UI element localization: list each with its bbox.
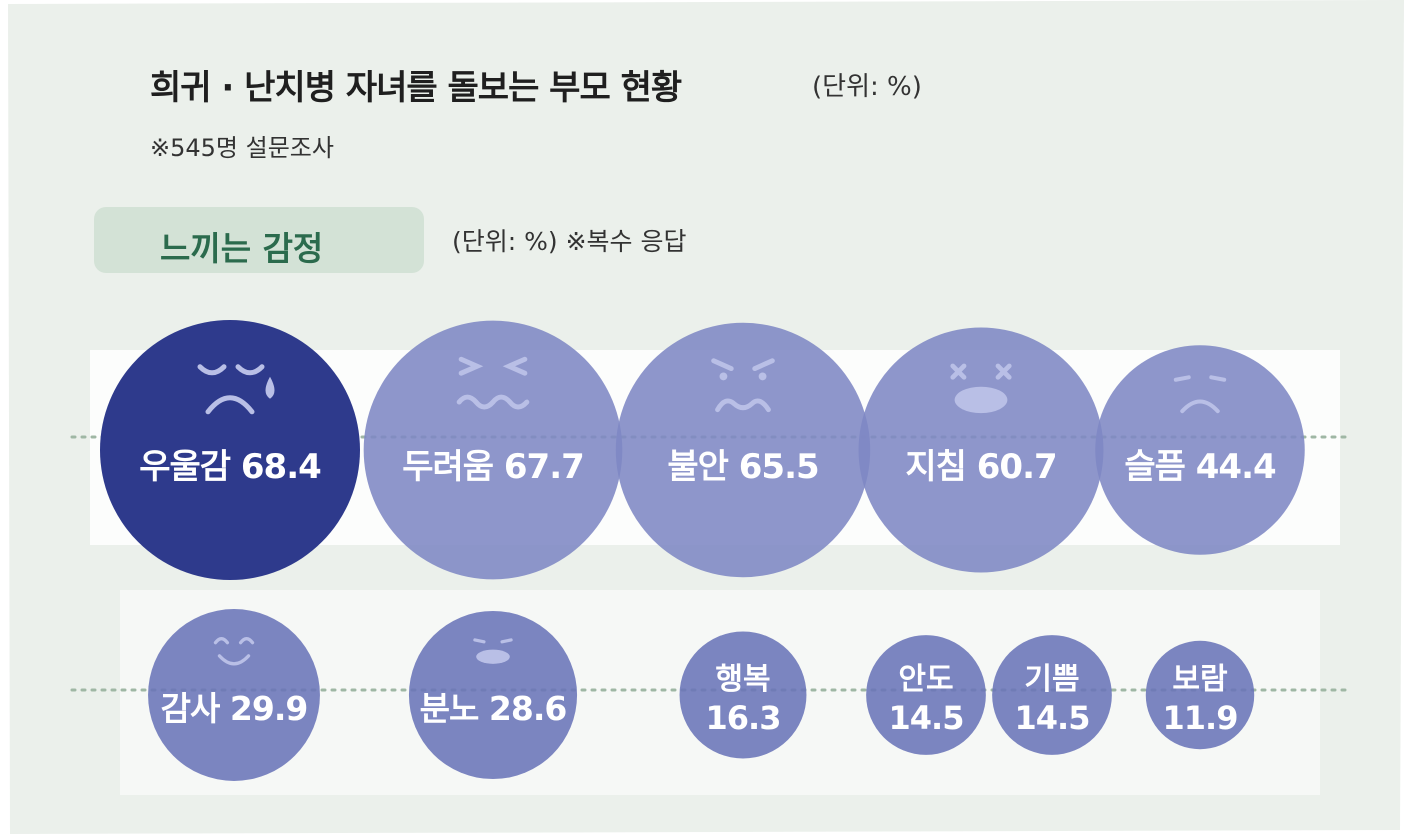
mouth-icon (205, 395, 255, 415)
brow-right-icon (752, 358, 775, 372)
bubble-분노: 분노 28.6 (408, 610, 578, 780)
bubble-circle (1145, 640, 1255, 750)
bubble-label: 감사 (161, 689, 230, 728)
survey-note: ※545명 설문조사 (150, 134, 334, 162)
brow-left-icon (473, 638, 486, 644)
bubble-value: 60.7 (977, 447, 1057, 487)
eye-left-icon (197, 364, 227, 376)
bubble-value: 14.5 (1015, 699, 1090, 737)
bubble-label-text: 두려움 67.7 (402, 447, 584, 487)
bubble-두려움: 두려움 67.7 (363, 320, 623, 580)
bubble-지침: 지침 60.7 (858, 327, 1104, 573)
bubble-circle (866, 635, 986, 755)
bubble-circle (992, 635, 1112, 755)
tear-icon (265, 376, 275, 399)
bubble-value: 44.4 (1196, 447, 1276, 487)
page-title: 희귀 · 난치병 자녀를 돌보는 부모 현황 (150, 68, 682, 108)
bubble-슬픔: 슬픔 44.4 (1095, 345, 1305, 555)
bubble-label: 분노 (420, 689, 489, 728)
bubble-label-text: 분노 28.6 (420, 689, 567, 728)
brow-left-icon (711, 358, 734, 372)
bubble-label-text: 불안 65.5 (667, 447, 818, 487)
bubble-value: 14.5 (889, 699, 964, 737)
brow-right-icon (500, 638, 513, 644)
bubble-circle (1095, 345, 1305, 555)
bubble-circle (408, 610, 578, 780)
bubble-label: 행복 (715, 662, 770, 697)
eye-left-icon (1173, 375, 1191, 382)
bubble-value: 65.5 (739, 447, 819, 487)
bubble-value: 28.6 (489, 689, 566, 728)
bubble-label-text: 우울감 68.4 (139, 447, 321, 487)
bubble-circle (858, 327, 1104, 573)
bubble-label: 기쁨 (1024, 662, 1079, 697)
bubble-circle (100, 320, 360, 580)
bubble-label: 우울감 (139, 447, 241, 487)
bubble-label: 슬픔 (1124, 447, 1195, 487)
section-label-box (94, 207, 424, 273)
bubble-label-text: 슬픔 44.4 (1124, 447, 1276, 487)
bubble-circle (363, 320, 623, 580)
mouth-icon (217, 654, 251, 666)
bubble-label: 지침 (905, 447, 976, 487)
bubble-label: 불안 (667, 447, 738, 487)
bubble-불안: 불안 65.5 (615, 322, 871, 578)
eye-left-icon (458, 356, 484, 376)
mouth-icon (1180, 399, 1220, 414)
bubble-label-text: 지침 60.7 (905, 447, 1056, 487)
eye-right-icon (758, 372, 767, 381)
bubble-value: 11.9 (1163, 699, 1238, 737)
bubble-label: 안도 (898, 662, 953, 697)
bubble-감사: 감사 29.9 (148, 609, 320, 781)
section-label: 느끼는 감정 (160, 229, 324, 268)
bubble-circle (148, 609, 320, 781)
eye-left-icon (213, 637, 230, 645)
title-unit: (단위: %) (812, 72, 922, 102)
bubble-label: 두려움 (402, 447, 504, 487)
bubble-value: 16.3 (706, 699, 781, 737)
bubble-label-text: 감사 29.9 (161, 689, 308, 728)
bubble-circle (615, 322, 871, 578)
bubble-value: 68.4 (241, 447, 321, 487)
mouth-icon (456, 394, 530, 410)
eye-left-icon (719, 372, 728, 381)
eye-right-icon (1209, 375, 1227, 382)
eye-right-icon (995, 363, 1012, 380)
bubble-value: 29.9 (230, 689, 307, 728)
bubble-value: 67.7 (504, 447, 584, 487)
bubble-우울감: 우울감 68.4 (100, 320, 360, 580)
mouth-icon (715, 398, 771, 413)
section-unit-note: (단위: %) ※복수 응답 (452, 227, 687, 256)
eye-left-icon (950, 363, 967, 380)
mouth-icon (476, 649, 510, 664)
bubble-label: 보람 (1172, 662, 1228, 697)
eye-right-icon (238, 637, 255, 645)
mouth-icon (954, 386, 1008, 414)
bubble-circle (679, 631, 807, 759)
eye-right-icon (502, 356, 528, 376)
eye-right-icon (235, 364, 265, 376)
